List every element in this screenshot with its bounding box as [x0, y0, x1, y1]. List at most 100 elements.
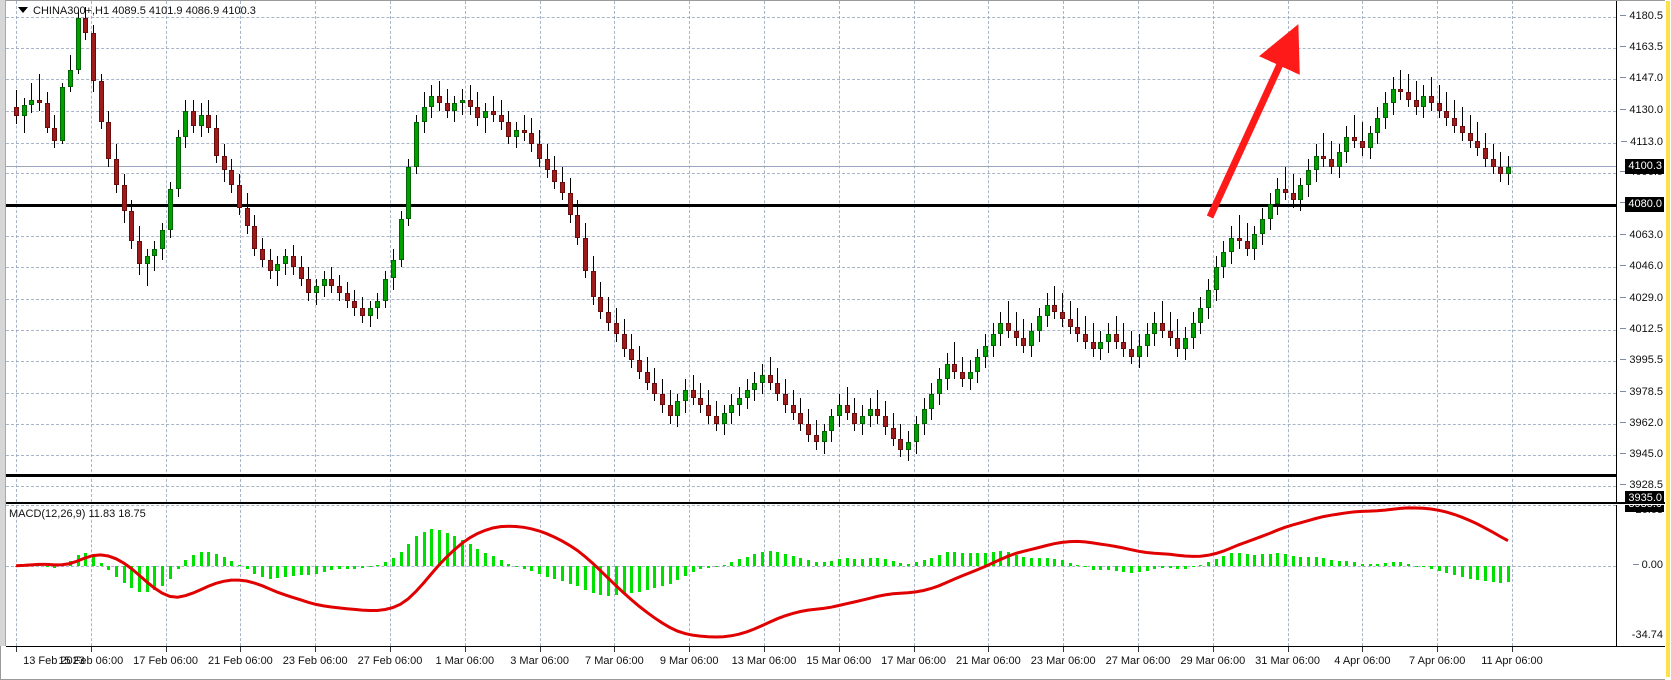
candle-body: [329, 278, 334, 286]
candle-wick: [154, 241, 155, 272]
axis-tick: [1620, 359, 1627, 361]
level-badge-upper: 4080.0: [1625, 197, 1664, 212]
candle-body: [1298, 185, 1303, 201]
macd-histogram-bar: [46, 565, 49, 567]
time-axis-label: 21 Mar 06:00: [955, 655, 1021, 667]
price-axis-label: 3945.0: [1620, 449, 1663, 460]
candle-wick: [1416, 81, 1417, 115]
macd-histogram-bar: [1053, 558, 1056, 566]
macd-histogram-bar: [415, 536, 418, 566]
time-axis-label: 7 Apr 06:00: [1409, 655, 1466, 667]
gridline-vertical: [165, 1, 167, 502]
macd-histogram-bar: [815, 562, 818, 566]
symbol-header-text: CHINA300+,H1 4089.5 4101.9 4086.9 4100.3: [33, 5, 256, 17]
macd-histogram-bar: [899, 563, 902, 566]
candle-body: [722, 412, 727, 424]
candle-body: [606, 312, 611, 324]
price-chart-pane[interactable]: CHINA300+,H1 4089.5 4101.9 4086.9 4100.3: [6, 1, 1616, 502]
price-axis-label: 4046.0: [1620, 261, 1663, 272]
macd-histogram-bar: [907, 563, 910, 566]
macd-histogram-bar: [1315, 556, 1318, 566]
candle-body: [375, 300, 380, 309]
candle-body: [1498, 166, 1503, 175]
macd-histogram-bar: [23, 564, 26, 566]
candle-body: [1260, 218, 1265, 234]
left-scroll-strip[interactable]: [0, 0, 6, 646]
macd-histogram-bar: [461, 539, 464, 566]
gridline-vertical: [315, 1, 317, 502]
macd-histogram-bar: [1199, 564, 1202, 566]
candle-wick: [770, 356, 771, 391]
macd-histogram-bar: [423, 531, 426, 566]
macd-histogram-bar: [1215, 558, 1218, 566]
axis-tick: [1620, 171, 1627, 173]
macd-histogram-bar: [999, 551, 1002, 566]
gridline-horizontal: [6, 235, 1616, 237]
candle-body: [1429, 95, 1434, 104]
axis-tick: [1620, 296, 1627, 298]
candle-wick: [1500, 151, 1501, 182]
macd-histogram-bar: [1353, 561, 1356, 566]
macd-histogram-bar: [861, 558, 864, 566]
gridline-vertical: [1063, 505, 1065, 646]
caret-down-icon[interactable]: [18, 7, 28, 14]
candle-body: [791, 405, 796, 413]
candle-body: [1183, 338, 1188, 350]
macd-histogram-bar: [269, 565, 272, 579]
macd-histogram-bar: [1292, 556, 1295, 566]
time-axis[interactable]: 13 Feb 2023 15 Feb 06:00 17 Feb 06:00 21 Fe…: [6, 646, 1665, 679]
candle-body: [1191, 323, 1196, 339]
time-axis-label: 21 Feb 06:00: [207, 655, 273, 667]
macd-histogram-bar: [184, 559, 187, 566]
candle-body: [1414, 99, 1419, 108]
right-scroll-strip[interactable]: [1665, 0, 1671, 680]
axis-tick: [1620, 453, 1627, 455]
gridline-vertical: [315, 505, 317, 646]
horizontal-level-line[interactable]: [6, 474, 1616, 478]
vertical-scrollbar-thumb[interactable]: [1666, 1, 1670, 677]
candle-body: [475, 107, 480, 119]
macd-histogram-bar: [738, 559, 741, 566]
candle-body: [22, 105, 27, 117]
candle-body: [752, 382, 757, 391]
candle-body: [29, 99, 34, 106]
macd-histogram-bar: [1115, 565, 1118, 571]
gridline-vertical: [764, 505, 765, 646]
candle-body: [975, 356, 980, 372]
macd-axis[interactable]: 26.630.00-34.743935.0: [1616, 505, 1665, 646]
candle-body: [1121, 341, 1126, 350]
macd-histogram-bar: [723, 564, 726, 566]
macd-histogram-bar: [30, 563, 33, 566]
candle-body: [1321, 155, 1326, 160]
gridline-vertical: [614, 1, 616, 502]
price-axis[interactable]: 4180.54163.54147.04130.04113.04096.54080…: [1616, 1, 1665, 502]
candle-body: [1383, 103, 1388, 119]
candle-body: [1344, 136, 1349, 152]
time-axis-tick: [16, 647, 17, 652]
macd-pane[interactable]: [6, 505, 1616, 646]
candle-body: [952, 364, 957, 372]
candle-body: [406, 166, 411, 219]
candle-wick: [847, 386, 848, 421]
pane-separator[interactable]: [6, 502, 1665, 504]
macd-histogram-bar: [1499, 565, 1502, 584]
candle-wick: [1293, 174, 1294, 208]
gridline-vertical: [16, 1, 17, 502]
horizontal-level-line[interactable]: [6, 204, 1616, 207]
macd-histogram-bar: [323, 565, 326, 572]
candle-body: [1106, 334, 1111, 342]
candle-body: [414, 122, 419, 167]
candle-body: [506, 122, 511, 137]
candle-body: [160, 230, 165, 249]
candle-body: [706, 405, 711, 417]
gridline-vertical: [90, 505, 92, 646]
candle-body: [360, 308, 365, 316]
time-axis-label: 31 Mar 06:00: [1255, 655, 1321, 667]
candle-body: [52, 127, 57, 141]
candle-body: [937, 379, 942, 394]
candle-body: [368, 308, 373, 316]
time-axis-tick: [539, 647, 541, 652]
macd-histogram-bar: [392, 557, 395, 566]
candle-wick: [1446, 92, 1447, 126]
macd-histogram-bar: [1369, 564, 1372, 566]
